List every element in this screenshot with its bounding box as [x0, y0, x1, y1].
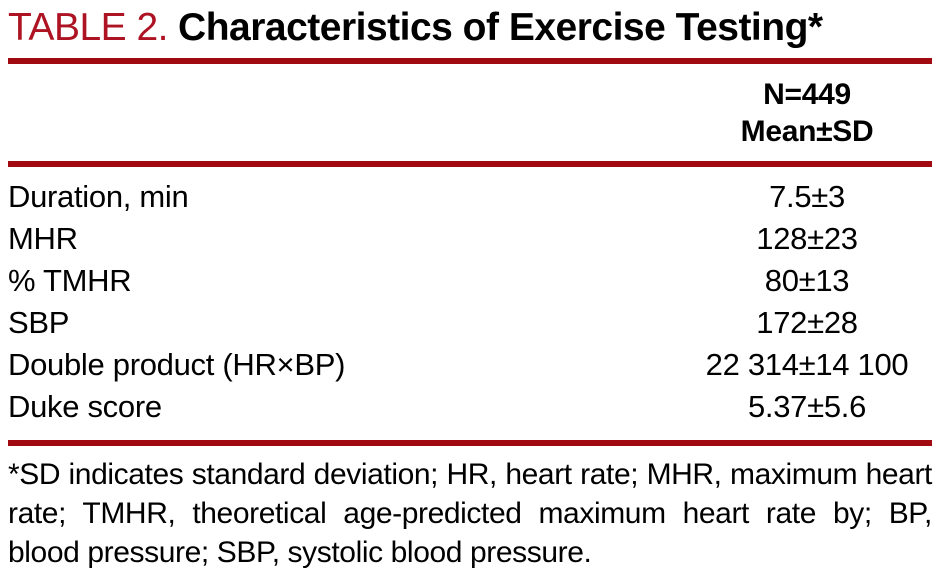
table-row: Duke score 5.37±5.6	[8, 386, 932, 428]
header-n-count: N=449	[763, 78, 851, 111]
table-body: Duration, min 7.5±3 MHR 128±23 % TMHR 80…	[8, 167, 932, 440]
table-title-line: TABLE 2. Characteristics of Exercise Test…	[8, 6, 932, 50]
table-row: Double product (HR×BP) 22 314±14 100	[8, 344, 932, 386]
row-label-mhr: MHR	[8, 221, 78, 256]
table-footnote: *SD indicates standard deviation; HR, he…	[8, 458, 932, 569]
table-title: Characteristics of Exercise Testing*	[178, 6, 823, 49]
header-mean-sd: Mean±SD	[740, 115, 874, 148]
row-label-sbp: SBP	[8, 305, 70, 340]
row-value-mhr: 128±23	[756, 221, 858, 256]
table-row: MHR 128±23	[8, 218, 932, 260]
table-rule-top	[8, 58, 932, 64]
table-row: % TMHR 80±13	[8, 260, 932, 302]
table-row: SBP 172±28	[8, 302, 932, 344]
table-number-label: TABLE 2.	[8, 6, 169, 49]
row-value-sbp: 172±28	[756, 305, 858, 340]
row-value-double-product: 22 314±14 100	[705, 347, 909, 382]
row-value-duration: 7.5±3	[769, 179, 845, 214]
row-label-duration: Duration, min	[8, 179, 189, 214]
row-label-duke-score: Duke score	[8, 389, 162, 424]
row-value-duke-score: 5.37±5.6	[747, 389, 867, 424]
row-value-tmhr: 80±13	[764, 263, 850, 298]
value-column-header: N=449 Mean±SD	[682, 76, 932, 150]
table-rule-bottom	[8, 440, 932, 446]
table-header-row: N=449 Mean±SD	[8, 64, 932, 161]
row-label-tmhr: % TMHR	[8, 263, 132, 298]
row-label-double-product: Double product (HR×BP)	[8, 347, 346, 382]
table-rule-header	[8, 161, 932, 167]
table-row: Duration, min 7.5±3	[8, 176, 932, 218]
